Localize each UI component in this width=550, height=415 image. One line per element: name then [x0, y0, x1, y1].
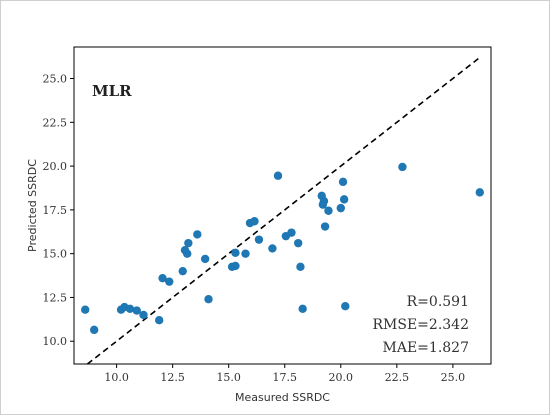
data-point: [158, 273, 167, 283]
data-point: [287, 228, 296, 237]
data-point: [183, 249, 192, 258]
data-point: [184, 238, 193, 248]
data-point: [296, 262, 305, 271]
data-point: [204, 294, 213, 304]
x-tick-label: 25.0: [441, 371, 466, 384]
x-tick-label: 20.0: [329, 371, 354, 384]
data-point: [231, 248, 240, 257]
x-tick-label: 22.5: [385, 371, 410, 384]
data-point: [268, 244, 277, 253]
metric-label: RMSE=2.342: [373, 317, 470, 333]
x-tick-label: 10.0: [104, 371, 129, 384]
data-point: [341, 302, 350, 311]
metric-label: R=0.591: [407, 294, 469, 310]
data-point: [132, 306, 141, 315]
data-point: [81, 305, 90, 314]
data-point: [241, 249, 250, 258]
data-point: [298, 304, 307, 314]
y-tick-label: 20.0: [43, 160, 68, 173]
data-point: [338, 177, 348, 187]
data-point: [165, 277, 174, 286]
data-point: [319, 196, 329, 206]
plot-area: [73, 46, 492, 365]
x-tick-label: 15.0: [216, 371, 241, 384]
data-point: [250, 217, 259, 226]
y-tick-label: 25.0: [43, 73, 68, 86]
data-point: [89, 325, 99, 335]
y-tick-label: 12.5: [43, 291, 68, 304]
data-point: [339, 195, 349, 204]
data-point: [254, 235, 264, 244]
model-label: MLR: [92, 82, 132, 100]
x-tick-label: 12.5: [160, 371, 185, 384]
y-tick-label: 22.5: [43, 116, 68, 129]
y-tick-label: 15.0: [43, 248, 68, 261]
data-point: [336, 203, 345, 213]
data-point: [324, 206, 333, 215]
x-tick-label: 17.5: [272, 371, 297, 384]
metric-label: MAE=1.827: [383, 340, 469, 356]
y-tick-label: 17.5: [43, 204, 68, 217]
data-point: [193, 230, 202, 239]
x-axis-label: Measured SSRDC: [235, 391, 330, 404]
data-point: [231, 261, 240, 271]
data-point: [200, 254, 210, 264]
reference-line: [86, 56, 481, 365]
data-point: [293, 238, 303, 248]
data-point: [398, 162, 407, 172]
y-tick-label: 10.0: [43, 335, 68, 348]
data-point: [273, 171, 283, 180]
data-point: [178, 266, 187, 276]
data-point: [475, 188, 484, 197]
data-point: [139, 310, 148, 320]
data-point: [320, 222, 330, 231]
data-point: [154, 316, 164, 325]
y-axis-label: Predicted SSRDC: [26, 159, 39, 252]
data-point: [125, 304, 135, 314]
